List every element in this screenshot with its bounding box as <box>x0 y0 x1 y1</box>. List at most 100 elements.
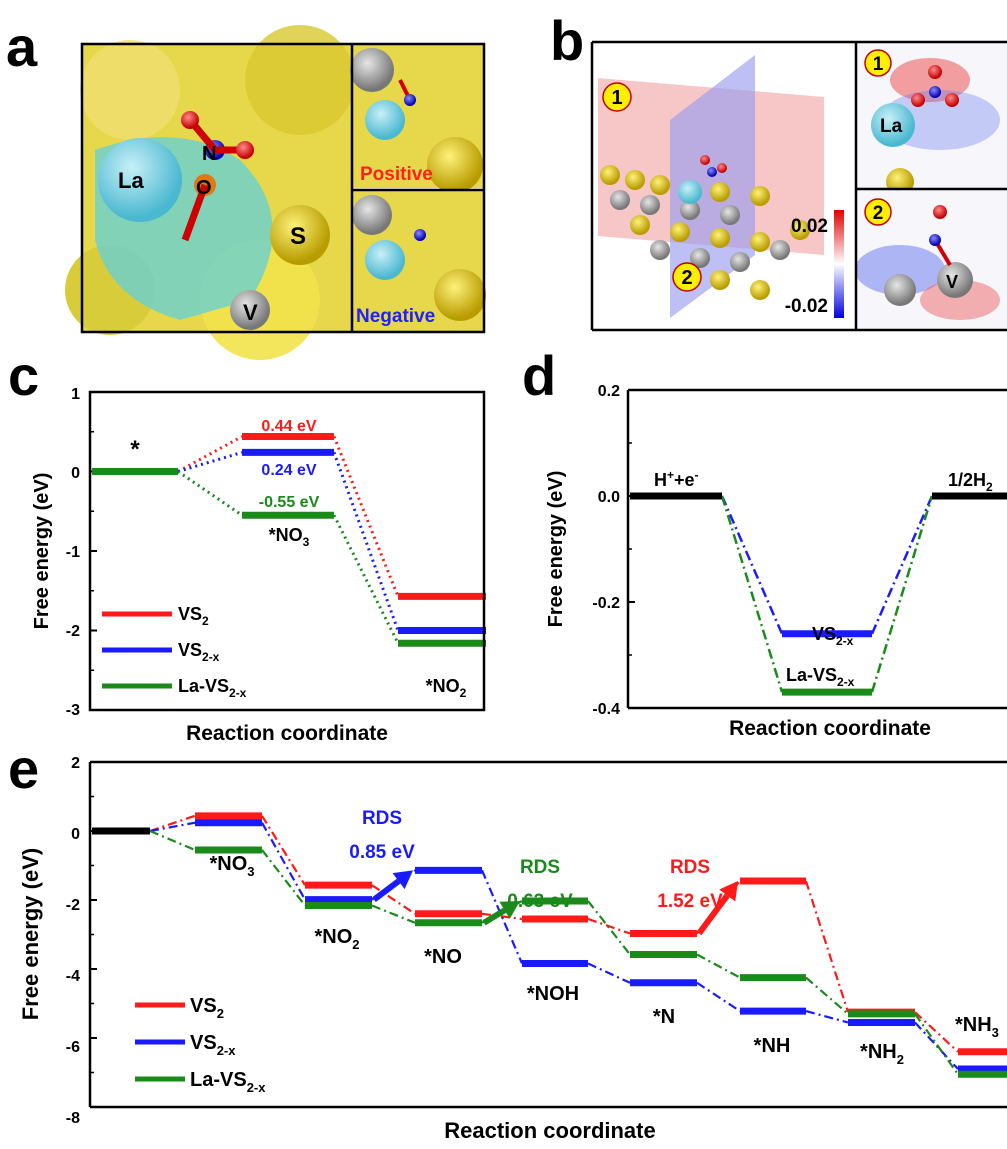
connector-lavs2x <box>371 904 416 924</box>
step-label: *NH3 <box>955 1014 999 1040</box>
ytick-label: 0 <box>71 826 80 843</box>
connector-lavs2x <box>332 514 400 644</box>
svg-text:1: 1 <box>611 87 622 109</box>
rds-arrow-shaft-vs2x <box>372 878 401 903</box>
color-scale-bar <box>834 210 844 318</box>
chart-d-ylabel: Free energy (eV) <box>545 471 567 628</box>
connector-vs2x <box>149 821 196 833</box>
connector-vs2x <box>720 495 784 635</box>
chart-e-legend: VS2 VS2-x La-VS2-x <box>135 995 266 1095</box>
step-label: *NO <box>424 946 462 968</box>
chart-c-ytick-labels: 1 0 -1 -2 -3 <box>66 386 80 719</box>
chart-c-star-label: * <box>130 436 140 463</box>
chart-c-frame <box>88 390 486 712</box>
legend-label-lavs2x: La-VS2-x <box>190 1069 266 1095</box>
chart-c-legend: VS2 VS2-x La-VS2-x <box>102 604 247 700</box>
connector-vs2x <box>587 962 631 984</box>
panel-letter-e: e <box>8 737 39 800</box>
svg-text:2: 2 <box>681 267 692 289</box>
atom-label-v: V <box>243 300 258 325</box>
panel-a-negative-inset: Negative <box>352 190 486 332</box>
chart-c-plot <box>90 391 486 711</box>
chart-e-ylabel: Free energy (eV) <box>18 848 43 1020</box>
rds-value: 1.52 eV <box>657 891 723 912</box>
plane-marker-2: 2 <box>672 262 702 292</box>
atom-label-n: N <box>202 143 216 165</box>
ytick-label: 0.2 <box>598 383 620 400</box>
inset-label-v: V <box>946 272 958 292</box>
positive-label: Positive <box>360 164 433 185</box>
ytick-label: -3 <box>66 702 80 719</box>
rds-arrow-shaft-vs2 <box>696 893 730 936</box>
scale-max-label: 0.02 <box>791 216 828 237</box>
panel-a: a La N O S V <box>6 15 486 360</box>
chart-c-label-vs2: 0.44 eV <box>261 418 316 435</box>
panel-letter-a: a <box>6 15 38 78</box>
step-label: *NO3 <box>209 853 254 879</box>
connector-vs2 <box>332 435 400 597</box>
chart-d-label-h2: 1/2H2 <box>948 470 993 494</box>
slab-atoms <box>600 155 810 300</box>
ytick-label: -2 <box>66 623 80 640</box>
chart-c-label-vs2x: 0.24 eV <box>261 462 316 479</box>
legend-label-lavs2x: La-VS2-x <box>178 676 247 700</box>
svg-text:1: 1 <box>873 54 884 75</box>
connector-vs2x <box>177 450 243 473</box>
connector-lavs2x <box>177 470 243 517</box>
chart-e-step-labels: *NO3 *NO2 *NO *NOH *N *NH *NH2 *NH3 <box>209 853 998 1067</box>
ytick-label: 0.0 <box>598 489 620 506</box>
step-label: *N <box>653 1006 675 1028</box>
connector-vs2x <box>870 495 934 635</box>
connector-lavs2x <box>696 953 741 979</box>
connector-vs2 <box>371 884 416 915</box>
panel-c: c Free energy (eV) Reaction coordinate 1… <box>8 344 486 745</box>
panel-b: b 1 <box>550 9 1007 332</box>
inset-charge-slice-1: 1 La <box>856 42 1007 196</box>
chart-d-plot <box>628 390 1007 708</box>
chart-c-label-no2: *NO2 <box>426 676 467 700</box>
rds-value: 0.63 eV <box>507 891 573 912</box>
connector-vs2 <box>149 814 196 833</box>
rds-label: RDS <box>362 808 402 829</box>
atom-label-la: La <box>118 168 144 193</box>
ytick-label: 2 <box>71 755 80 772</box>
ytick-label: -8 <box>66 1110 80 1127</box>
step-label: *NH2 <box>860 1041 904 1067</box>
chart-e-xlabel: Reaction coordinate <box>444 1118 655 1143</box>
panel-d: d Free energy (eV) Reaction coordinate 0… <box>522 344 1007 740</box>
ytick-label: -2 <box>66 897 80 914</box>
connector-lavs2x <box>870 495 934 693</box>
panel-a-positive-inset: Positive <box>350 44 484 193</box>
rds-arrow-head-lavs2x <box>499 901 520 919</box>
connector-lavs2x <box>914 1013 959 1075</box>
panel-e: e Free energy (eV) Reaction coordinate 2… <box>8 737 1007 1143</box>
svg-text:2: 2 <box>873 203 884 224</box>
step-label: *NH <box>754 1035 791 1057</box>
chart-d-xlabel: Reaction coordinate <box>729 717 931 740</box>
connector-lavs2x <box>149 829 196 851</box>
ytick-label: 0 <box>71 465 80 482</box>
chart-d-label-vs2x: VS2-x <box>812 624 854 648</box>
panel-letter-d: d <box>522 344 556 407</box>
connector-lavs2x <box>587 900 631 956</box>
connector-vs2x <box>805 1010 849 1024</box>
chart-c-xlabel: Reaction coordinate <box>186 722 388 745</box>
ytick-label: -4 <box>66 968 80 985</box>
step-label: *NOH <box>527 983 579 1005</box>
legend-label-vs2: VS2 <box>178 604 209 628</box>
step-label: *NO2 <box>314 926 359 952</box>
scale-min-label: -0.02 <box>785 296 828 317</box>
rds-label: RDS <box>520 857 560 878</box>
chart-e-ytick-labels: 2 0 -2 -4 -6 -8 <box>66 755 80 1127</box>
chart-c-label-no3: *NO3 <box>269 525 310 549</box>
connector-lavs2x <box>805 976 849 1015</box>
connector-vs2x <box>914 1021 959 1070</box>
legend-label-vs2: VS2 <box>190 995 224 1021</box>
chart-e-plot <box>90 762 1007 1107</box>
connector-vs2 <box>804 880 850 1013</box>
rds-arrow-shaft-lavs2x <box>482 907 507 926</box>
inset-label-la: La <box>880 116 903 137</box>
rds-label: RDS <box>670 857 710 878</box>
connector-vs2x <box>332 451 400 632</box>
legend-label-vs2x: VS2-x <box>190 1032 236 1058</box>
